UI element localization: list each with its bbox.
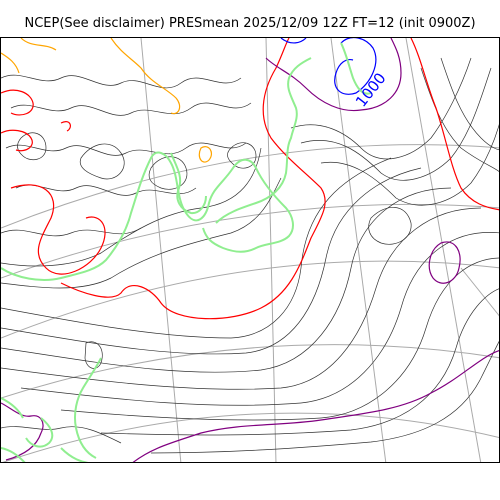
isobars <box>1 57 499 454</box>
longitude-line <box>140 38 182 462</box>
isobar <box>17 132 47 161</box>
isobar <box>368 207 412 245</box>
isobar <box>5 142 247 156</box>
latitude-line <box>2 412 499 462</box>
isobar <box>15 184 197 196</box>
coastline-korea <box>170 152 207 215</box>
isobar <box>1 74 242 89</box>
isobar <box>79 143 125 180</box>
contour-label-1000: 1000 <box>352 69 390 110</box>
isobar <box>227 142 257 169</box>
coastline-mainland <box>1 151 294 281</box>
pressure-map: 1000 <box>1 38 499 462</box>
isobar <box>290 57 472 160</box>
isobar <box>1 207 482 390</box>
longitude-line <box>460 267 499 317</box>
isobar-orange <box>1 38 213 163</box>
latitude-line <box>1 260 499 339</box>
isobar-south <box>1 402 44 461</box>
latitude-line <box>1 203 499 279</box>
isobar-1020 <box>132 350 499 462</box>
coastline-west <box>1 397 26 462</box>
isobar-1016 <box>428 241 461 284</box>
isobar-1000 <box>280 38 377 95</box>
isobar <box>300 67 492 181</box>
isobar-1004 <box>265 38 402 112</box>
isobar <box>1 167 422 355</box>
isobar <box>420 67 499 172</box>
isobar <box>1 157 392 339</box>
isobar <box>84 341 103 369</box>
coastlines <box>1 42 372 462</box>
isobar-1004-red <box>1 89 34 116</box>
longitude-line <box>265 38 277 462</box>
isobar-1012 <box>10 38 326 320</box>
chart-title: NCEP(See disclaimer) PRESmean 2025/12/09… <box>24 16 476 31</box>
latitude-line <box>1 144 499 229</box>
longitude-line <box>405 38 482 462</box>
isobar <box>440 57 499 151</box>
isobar <box>20 232 499 406</box>
isobar <box>10 102 252 116</box>
isobar <box>60 257 499 421</box>
coastline-japan <box>215 57 312 224</box>
isobar <box>150 340 499 454</box>
coastline-asia-south <box>25 357 102 462</box>
map-frame: 1000 <box>0 37 500 463</box>
latitude-line <box>1 344 499 399</box>
isobar <box>1 426 122 444</box>
highlight-isobars <box>1 38 499 462</box>
isobar-1008 <box>1 38 499 211</box>
coastline-sakhalin <box>340 42 372 95</box>
isobar <box>1 227 142 237</box>
isobar <box>1 187 452 373</box>
isobar <box>148 156 188 190</box>
isobar <box>100 288 499 436</box>
isobar <box>1 177 282 289</box>
isobar <box>1 147 262 267</box>
graticule <box>1 38 499 462</box>
isobar <box>320 124 499 206</box>
